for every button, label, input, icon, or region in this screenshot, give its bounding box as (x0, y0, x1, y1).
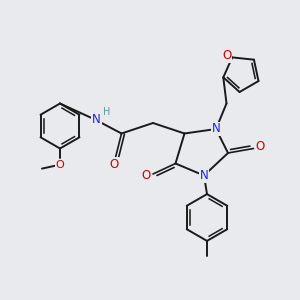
Text: O: O (256, 140, 265, 154)
Text: N: N (92, 113, 101, 126)
Text: N: N (212, 122, 220, 136)
Text: O: O (110, 158, 118, 171)
Text: H: H (103, 106, 110, 117)
Text: O: O (142, 169, 151, 182)
Text: O: O (222, 50, 231, 62)
Text: O: O (56, 160, 64, 170)
Text: N: N (200, 169, 208, 182)
